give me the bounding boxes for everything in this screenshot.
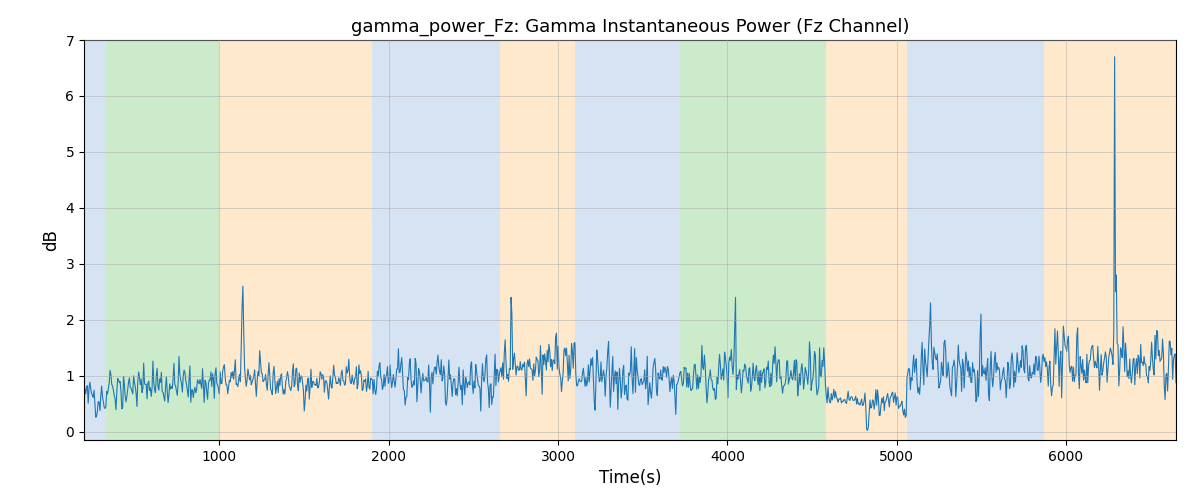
Y-axis label: dB: dB <box>42 229 60 251</box>
Bar <box>1044 40 1176 440</box>
Title: gamma_power_Fz: Gamma Instantaneous Power (Fz Channel): gamma_power_Fz: Gamma Instantaneous Powe… <box>350 18 910 36</box>
Bar <box>84 40 106 440</box>
Bar <box>826 40 907 440</box>
Bar <box>907 40 1044 440</box>
Bar <box>220 40 372 440</box>
Bar <box>680 40 826 440</box>
X-axis label: Time(s): Time(s) <box>599 470 661 488</box>
Bar <box>372 40 500 440</box>
Bar <box>575 40 680 440</box>
Bar <box>106 40 220 440</box>
Bar <box>500 40 575 440</box>
